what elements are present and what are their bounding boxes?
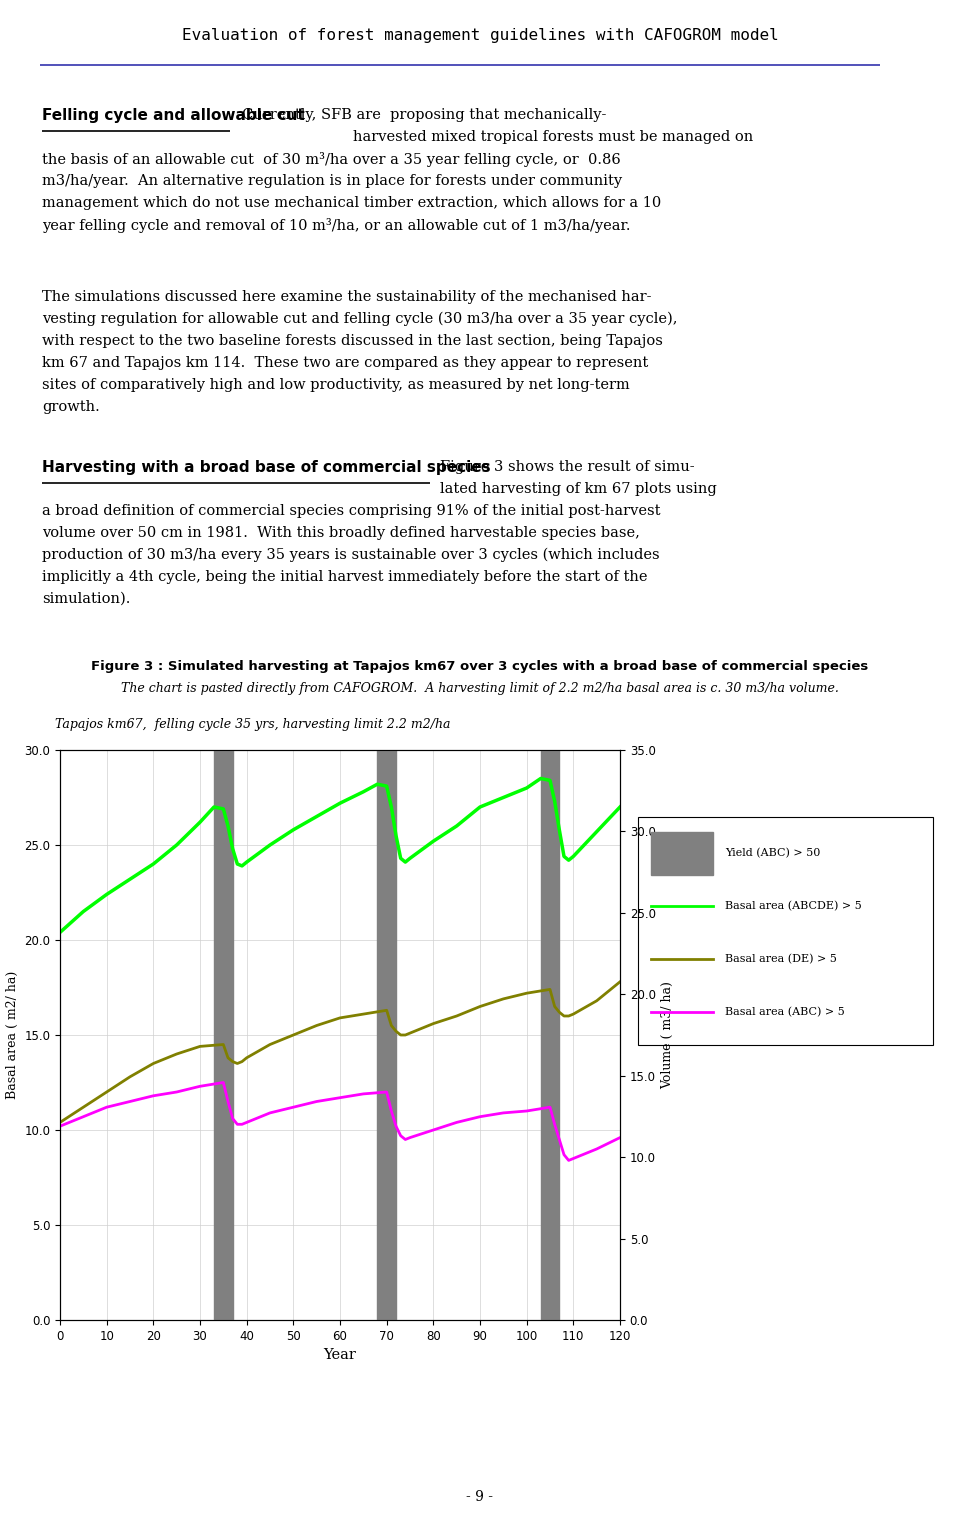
Text: growth.: growth. (42, 400, 100, 414)
Bar (377, 750, 396, 1320)
Text: Yield (ABC) > 50: Yield (ABC) > 50 (725, 848, 821, 859)
Text: The chart is pasted directly from CAFOGROM.  A harvesting limit of 2.2 m2/ha bas: The chart is pasted directly from CAFOGR… (121, 681, 839, 695)
Text: implicitly a 4th cycle, being the initial harvest immediately before the start o: implicitly a 4th cycle, being the initia… (42, 570, 647, 584)
Text: Currently, SFB are  proposing that mechanically-: Currently, SFB are proposing that mechan… (242, 108, 607, 122)
Bar (214, 750, 232, 1320)
Y-axis label: Basal area ( m2/ ha): Basal area ( m2/ ha) (6, 970, 19, 1099)
Text: Evaluation of forest management guidelines with CAFOGROM model: Evaluation of forest management guidelin… (181, 28, 779, 43)
Text: the basis of an allowable cut  of 30 m³/ha over a 35 year felling cycle, or  0.8: the basis of an allowable cut of 30 m³/h… (42, 151, 621, 167)
Text: harvested mixed tropical forests must be managed on: harvested mixed tropical forests must be… (242, 130, 754, 144)
X-axis label: Year: Year (324, 1348, 356, 1363)
Bar (651, 831, 712, 876)
Text: lated harvesting of km 67 plots using: lated harvesting of km 67 plots using (440, 481, 717, 497)
Text: Basal area (DE) > 5: Basal area (DE) > 5 (725, 953, 837, 964)
Text: vesting regulation for allowable cut and felling cycle (30 m3/ha over a 35 year : vesting regulation for allowable cut and… (42, 312, 678, 327)
Text: - 9 -: - 9 - (467, 1490, 493, 1504)
Text: a broad definition of commercial species comprising 91% of the initial post-harv: a broad definition of commercial species… (42, 504, 660, 518)
Text: management which do not use mechanical timber extraction, which allows for a 10: management which do not use mechanical t… (42, 196, 661, 209)
Text: Harvesting with a broad base of commercial species: Harvesting with a broad base of commerci… (42, 460, 491, 475)
Text: volume over 50 cm in 1981.  With this broadly defined harvestable species base,: volume over 50 cm in 1981. With this bro… (42, 526, 640, 539)
Text: Tapajos km67,  felling cycle 35 yrs, harvesting limit 2.2 m2/ha: Tapajos km67, felling cycle 35 yrs, harv… (55, 718, 450, 730)
Text: production of 30 m3/ha every 35 years is sustainable over 3 cycles (which includ: production of 30 m3/ha every 35 years is… (42, 549, 660, 562)
Text: year felling cycle and removal of 10 m³/ha, or an allowable cut of 1 m3/ha/year.: year felling cycle and removal of 10 m³/… (42, 219, 631, 232)
Text: Basal area (ABC) > 5: Basal area (ABC) > 5 (725, 1007, 845, 1016)
Text: km 67 and Tapajos km 114.  These two are compared as they appear to represent: km 67 and Tapajos km 114. These two are … (42, 356, 648, 370)
Text: Figure 3 : Simulated harvesting at Tapajos km67 over 3 cycles with a broad base : Figure 3 : Simulated harvesting at Tapaj… (91, 660, 869, 672)
Text: sites of comparatively high and low productivity, as measured by net long-term: sites of comparatively high and low prod… (42, 377, 630, 393)
Text: The simulations discussed here examine the sustainability of the mechanised har-: The simulations discussed here examine t… (42, 290, 652, 304)
Text: Basal area (ABCDE) > 5: Basal area (ABCDE) > 5 (725, 902, 862, 911)
Text: Figure 3 shows the result of simu-: Figure 3 shows the result of simu- (440, 460, 695, 474)
Text: simulation).: simulation). (42, 591, 131, 607)
Y-axis label: Volume ( m3/ ha): Volume ( m3/ ha) (661, 981, 674, 1089)
Text: Felling cycle and allowable cut: Felling cycle and allowable cut (42, 108, 304, 122)
Text: m3/ha/year.  An alternative regulation is in place for forests under community: m3/ha/year. An alternative regulation is… (42, 174, 622, 188)
Bar (540, 750, 560, 1320)
Text: with respect to the two baseline forests discussed in the last section, being Ta: with respect to the two baseline forests… (42, 335, 662, 348)
